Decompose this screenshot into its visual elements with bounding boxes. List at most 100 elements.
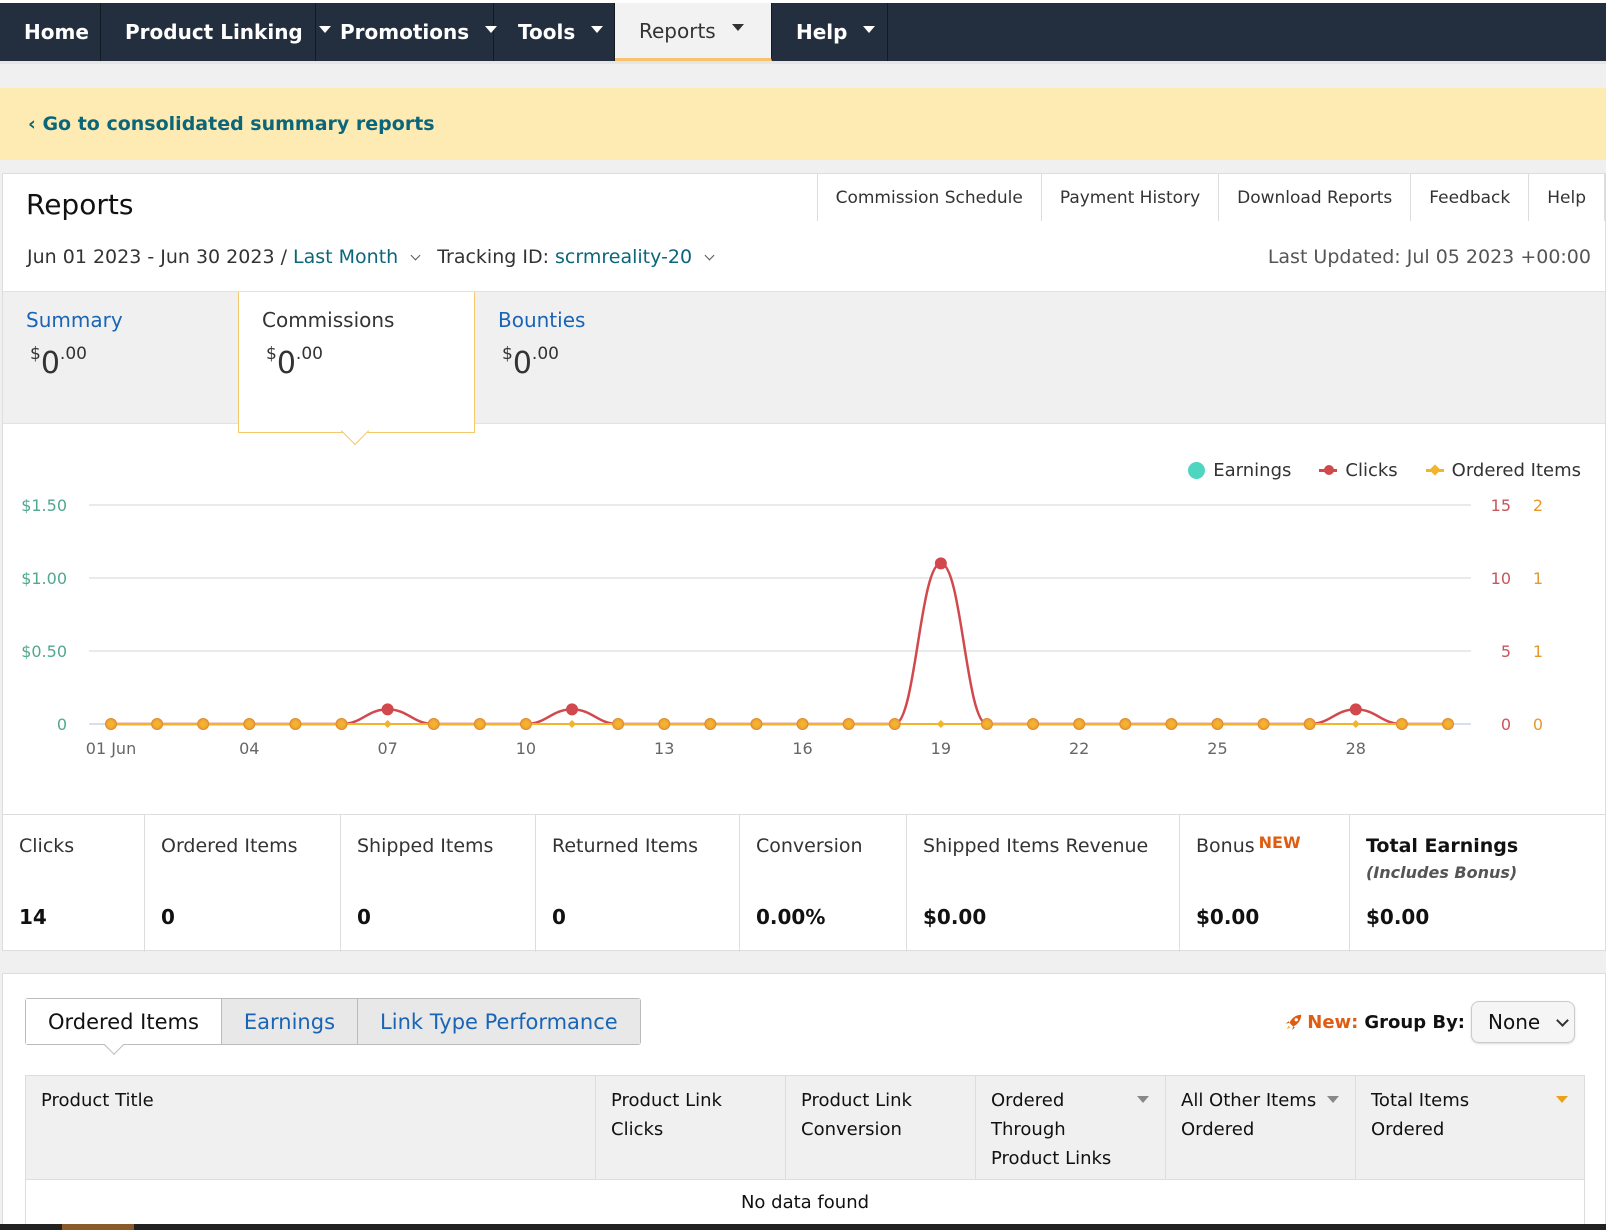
nav-help-label: Help bbox=[796, 20, 848, 44]
nav-tools[interactable]: Tools bbox=[494, 3, 615, 61]
caret-down-icon bbox=[863, 25, 876, 33]
tile-summary[interactable]: Summary $0.00 bbox=[26, 292, 236, 425]
right-axis-items-tick-label: 1 bbox=[1533, 569, 1543, 588]
chevron-down-icon[interactable] bbox=[704, 250, 715, 260]
report-tabs: Ordered Items Earnings Link Type Perform… bbox=[25, 998, 641, 1045]
ordered-items-point bbox=[1121, 720, 1130, 728]
metric-total-earnings: Total Earnings (Includes Bonus) $0.00 bbox=[1350, 815, 1605, 952]
sort-active-icon[interactable] bbox=[1556, 1096, 1568, 1103]
x-axis-tick-label: 04 bbox=[239, 739, 259, 758]
metric-value: $0.00 bbox=[1366, 905, 1430, 929]
col-product-link-clicks[interactable]: Product Link Clicks bbox=[596, 1076, 786, 1179]
rocket-icon bbox=[1286, 1014, 1302, 1031]
x-axis-tick-label: 25 bbox=[1207, 739, 1227, 758]
top-navigation: Home Product Linking Promotions Tools Re… bbox=[0, 0, 1606, 64]
x-axis-tick-label: 10 bbox=[516, 739, 536, 758]
ordered-items-table: Product Title Product Link Clicks Produc… bbox=[25, 1075, 1585, 1225]
metric-value: $0.00 bbox=[1196, 905, 1260, 929]
chart-legend: Earnings Clicks Ordered Items bbox=[1160, 460, 1581, 481]
ordered-items-point bbox=[291, 720, 300, 728]
tab-earnings[interactable]: Earnings bbox=[220, 999, 358, 1044]
consolidated-banner: ‹ Go to consolidated summary reports bbox=[0, 88, 1606, 160]
bottom-bar-accent bbox=[62, 1224, 134, 1230]
ordered-items-point bbox=[844, 720, 853, 728]
nav-product-linking[interactable]: Product Linking bbox=[101, 3, 331, 61]
commission-schedule-button[interactable]: Commission Schedule bbox=[817, 174, 1042, 221]
sort-icon[interactable] bbox=[1137, 1096, 1149, 1103]
sort-icon[interactable] bbox=[1327, 1096, 1339, 1103]
ordered-items-point bbox=[660, 720, 669, 728]
x-axis-tick-label: 16 bbox=[792, 739, 812, 758]
metric-clicks: Clicks 14 bbox=[3, 815, 145, 952]
legend-earnings-swatch bbox=[1188, 462, 1206, 479]
ordered-items-point bbox=[752, 720, 761, 728]
group-by-select[interactable]: None bbox=[1471, 1001, 1575, 1043]
chevron-down-icon bbox=[1556, 1013, 1570, 1027]
nav-home-label: Home bbox=[24, 20, 89, 44]
ordered-items-point bbox=[1259, 720, 1268, 728]
period-selector[interactable]: Last Month bbox=[293, 246, 399, 268]
legend-clicks[interactable]: Clicks bbox=[1319, 460, 1398, 481]
nav-help[interactable]: Help bbox=[772, 3, 888, 61]
metric-label: Bonus NEW bbox=[1196, 833, 1301, 857]
chevron-down-icon[interactable] bbox=[410, 250, 421, 260]
nav-promotions[interactable]: Promotions bbox=[316, 3, 498, 61]
right-axis-clicks-tick-label: 10 bbox=[1491, 569, 1511, 588]
metric-label: Clicks bbox=[19, 835, 75, 857]
metric-returned-items: Returned Items 0 bbox=[536, 815, 740, 952]
metric-value: 0 bbox=[161, 905, 175, 929]
ordered-items-point bbox=[1397, 720, 1406, 728]
consolidated-summary-link[interactable]: ‹ Go to consolidated summary reports bbox=[28, 113, 435, 135]
tile-commissions[interactable]: Commissions $0.00 bbox=[238, 292, 475, 433]
metric-label: Returned Items bbox=[552, 835, 698, 857]
performance-chart: Earnings Clicks Ordered Items 0 0 0 $0.50 5 1… bbox=[3, 432, 1605, 804]
table-header: Product Title Product Link Clicks Produc… bbox=[26, 1076, 1584, 1180]
nav-home[interactable]: Home bbox=[0, 3, 101, 61]
metric-value: 0 bbox=[357, 905, 371, 929]
ordered-items-point bbox=[614, 720, 623, 728]
metric-label: Shipped Items bbox=[357, 835, 494, 857]
nav-reports[interactable]: Reports bbox=[615, 3, 772, 61]
right-axis-items-tick-label: 0 bbox=[1533, 715, 1543, 734]
group-by-control: New: Group By: None bbox=[1285, 1001, 1575, 1043]
metric-bonus: Bonus NEW $0.00 bbox=[1180, 815, 1350, 952]
metrics-row: Clicks 14 Ordered Items 0 Shipped Items 0 R… bbox=[3, 814, 1605, 952]
x-axis-tick-label: 13 bbox=[654, 739, 674, 758]
tile-bounties[interactable]: Bounties $0.00 bbox=[498, 292, 708, 425]
payment-history-button[interactable]: Payment History bbox=[1041, 174, 1220, 221]
nav-reports-label: Reports bbox=[639, 18, 716, 43]
tile-summary-label: Summary bbox=[26, 308, 123, 332]
new-label: New: bbox=[1307, 1011, 1359, 1033]
ordered-items-point bbox=[1351, 720, 1360, 728]
report-actions: Commission Schedule Payment History Down… bbox=[816, 174, 1605, 221]
caret-down-icon bbox=[591, 25, 604, 33]
col-product-title[interactable]: Product Title bbox=[26, 1076, 596, 1179]
right-axis-clicks-tick-label: 15 bbox=[1491, 496, 1511, 515]
tab-ordered-items[interactable]: Ordered Items bbox=[26, 999, 221, 1044]
download-reports-button[interactable]: Download Reports bbox=[1219, 174, 1412, 221]
tab-link-type-performance[interactable]: Link Type Performance bbox=[357, 999, 640, 1044]
col-all-other-items[interactable]: All Other Items Ordered bbox=[1166, 1076, 1356, 1179]
metric-label: Total Earnings bbox=[1366, 835, 1519, 857]
group-by-value: None bbox=[1488, 1010, 1541, 1034]
help-button[interactable]: Help bbox=[1529, 174, 1605, 221]
ordered-items-point bbox=[475, 720, 484, 728]
ordered-items-point bbox=[153, 720, 162, 728]
feedback-button[interactable]: Feedback bbox=[1411, 174, 1530, 221]
col-ordered-through-links[interactable]: Ordered Through Product Links bbox=[976, 1076, 1166, 1179]
caret-down-icon bbox=[485, 25, 498, 33]
metric-value: 14 bbox=[19, 905, 47, 929]
tile-commissions-label: Commissions bbox=[262, 308, 395, 332]
legend-ordered-items-label: Ordered Items bbox=[1451, 460, 1581, 481]
legend-earnings[interactable]: Earnings bbox=[1188, 460, 1291, 481]
chart-plot: 0 0 0 $0.50 5 1 $1.00 10 1 $1.50 15 2 01 Jun 04 07 10 13… bbox=[21, 496, 1543, 758]
series-line-clicks bbox=[111, 562, 1448, 726]
col-product-link-conversion[interactable]: Product Link Conversion bbox=[786, 1076, 976, 1179]
col-total-items-ordered[interactable]: Total Items Ordered bbox=[1356, 1076, 1584, 1179]
orders-panel: Ordered Items Earnings Link Type Perform… bbox=[2, 973, 1606, 1230]
clicks-point bbox=[1349, 703, 1362, 716]
tracking-id-selector[interactable]: scrmreality-20 bbox=[555, 246, 693, 268]
left-axis-tick-label: $0.50 bbox=[21, 642, 67, 661]
tile-summary-value: $0.00 bbox=[30, 344, 87, 381]
legend-ordered-items[interactable]: Ordered Items bbox=[1425, 460, 1581, 481]
